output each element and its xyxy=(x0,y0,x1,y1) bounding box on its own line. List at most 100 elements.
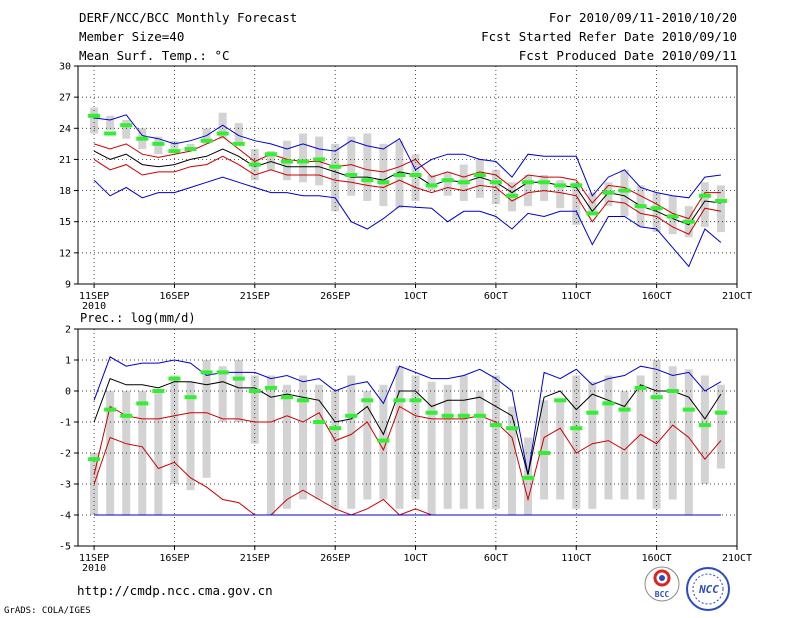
temp-obs-marker xyxy=(505,193,518,198)
precip-spread-bar xyxy=(475,391,484,509)
precip-spread-bar xyxy=(459,375,468,509)
temp-obs-marker xyxy=(522,180,535,185)
website-url[interactable]: http://cmdp.ncc.cma.gov.cn xyxy=(77,583,273,598)
temp-series-min xyxy=(94,114,721,199)
precip-obs-marker xyxy=(682,407,695,412)
temp-obs-marker xyxy=(714,198,727,203)
precip-obs-marker xyxy=(570,426,583,431)
temp-xtick-label: 26SEP xyxy=(320,291,350,302)
precip-obs-marker xyxy=(602,401,615,406)
temp-ytick-label: 24 xyxy=(59,124,71,135)
precip-obs-marker xyxy=(313,420,326,424)
precip-spread-bar xyxy=(620,391,629,500)
precip-series-lower xyxy=(93,405,722,502)
temp-spread-bar xyxy=(234,123,243,144)
temp-ytick-label: 18 xyxy=(59,186,71,197)
precip-ytick-label: -5 xyxy=(59,542,71,553)
temp-series-mean xyxy=(93,148,721,226)
precip-obs-marker xyxy=(232,376,245,381)
temp-obs-marker xyxy=(120,123,133,128)
temp-obs-marker xyxy=(538,180,551,185)
temp-obs-marker xyxy=(698,193,711,198)
produced-date: Fcst Produced Date 2010/09/11 xyxy=(518,48,737,63)
precip-spread-bar xyxy=(218,366,227,422)
temp-obs-marker xyxy=(329,164,342,169)
precip-obs-marker xyxy=(136,401,149,406)
temp-ytick-label: 12 xyxy=(59,248,71,259)
temp-spread-bar xyxy=(588,192,597,212)
temp-spread-bar xyxy=(106,115,115,131)
precip-ytick-label: 0 xyxy=(65,387,71,398)
temp-obs-marker xyxy=(184,147,197,152)
temp-obs-marker xyxy=(345,173,358,177)
temp-spread-bar xyxy=(572,182,581,225)
temp-obs-marker xyxy=(602,190,615,195)
temp-xtick-label: 11SEP xyxy=(79,291,109,302)
precip-spread-bar xyxy=(700,375,709,484)
temp-obs-marker xyxy=(264,152,277,157)
temp-xtick-label: 16OCT xyxy=(642,291,672,302)
precip-xtick-sublabel: 2010 xyxy=(82,563,106,574)
precip-obs-marker xyxy=(168,376,181,381)
forecast-period: For 2010/09/11-2010/10/20 xyxy=(548,10,737,25)
precip-obs-marker xyxy=(618,407,631,412)
temp-spread-bar xyxy=(540,175,549,201)
precip-spread-bar xyxy=(540,400,549,500)
precip-spread-bar xyxy=(716,384,725,469)
precip-obs-marker xyxy=(634,385,647,390)
precip-obs-marker xyxy=(473,413,486,418)
grads-credit: GrADS: COLA/IGES xyxy=(4,606,91,616)
precip-obs-marker xyxy=(505,426,518,431)
temp-obs-marker xyxy=(136,136,149,141)
precip-obs-marker xyxy=(200,370,213,375)
temp-ytick-label: 9 xyxy=(65,280,71,291)
temp-xtick-label: 21SEP xyxy=(240,291,270,302)
precip-spread-bar xyxy=(202,360,211,478)
temp-frame xyxy=(77,65,738,285)
temp-xtick-label: 16SEP xyxy=(159,291,189,302)
temp-obs-marker xyxy=(393,173,406,177)
precip-series-max xyxy=(93,356,722,475)
precip-obs-marker xyxy=(650,395,663,400)
precip-obs-marker xyxy=(522,475,535,480)
temp-spread-bar xyxy=(427,175,436,191)
temp-spread-bar xyxy=(122,119,131,139)
temp-spread-bar xyxy=(556,180,565,209)
temp-obs-marker xyxy=(280,159,293,164)
precip-spread-bar xyxy=(427,381,436,515)
precip-ytick-label: -3 xyxy=(59,480,71,491)
precip-spread-bar xyxy=(395,366,404,509)
precip-spread-bar xyxy=(315,384,324,500)
precip-obs-marker xyxy=(329,426,342,431)
temp-ytick-label: 21 xyxy=(59,155,71,166)
precip-ytick-label: -1 xyxy=(59,418,71,429)
temp-obs-marker xyxy=(409,173,422,177)
precip-obs-marker xyxy=(489,423,502,428)
temp-obs-marker xyxy=(216,131,229,136)
temp-obs-marker xyxy=(361,178,374,183)
precip-spread-bar xyxy=(588,381,597,509)
temp-obs-marker xyxy=(88,113,101,118)
temp-spread-bar xyxy=(299,133,308,183)
temp-xtick-label: 21OCT xyxy=(722,291,752,302)
temp-obs-marker xyxy=(425,183,438,188)
temp-spread-bar xyxy=(90,107,99,134)
temp-spread-bar xyxy=(266,151,275,170)
precip-spread-bar xyxy=(556,400,565,500)
precip-obs-marker xyxy=(152,389,165,393)
precip-xtick-label: 21SEP xyxy=(240,553,270,564)
precip-spread-bar xyxy=(636,375,645,500)
precip-spread-bar xyxy=(684,369,693,515)
temp-ytick-label: 27 xyxy=(59,93,71,104)
precip-xtick-label: 6OCT xyxy=(484,553,508,564)
temp-obs-marker xyxy=(248,162,261,167)
member-size-label: Member Size=40 xyxy=(79,29,185,44)
precip-ytick-label: 2 xyxy=(65,325,71,336)
precip-xtick-label: 11OCT xyxy=(561,553,591,564)
temp-obs-marker xyxy=(554,183,567,188)
temp-obs-marker xyxy=(489,180,502,185)
temp-obs-marker xyxy=(441,178,454,183)
precip-obs-marker xyxy=(457,413,470,418)
precip-spread-bar xyxy=(282,384,291,509)
precip-obs-marker xyxy=(698,423,711,428)
